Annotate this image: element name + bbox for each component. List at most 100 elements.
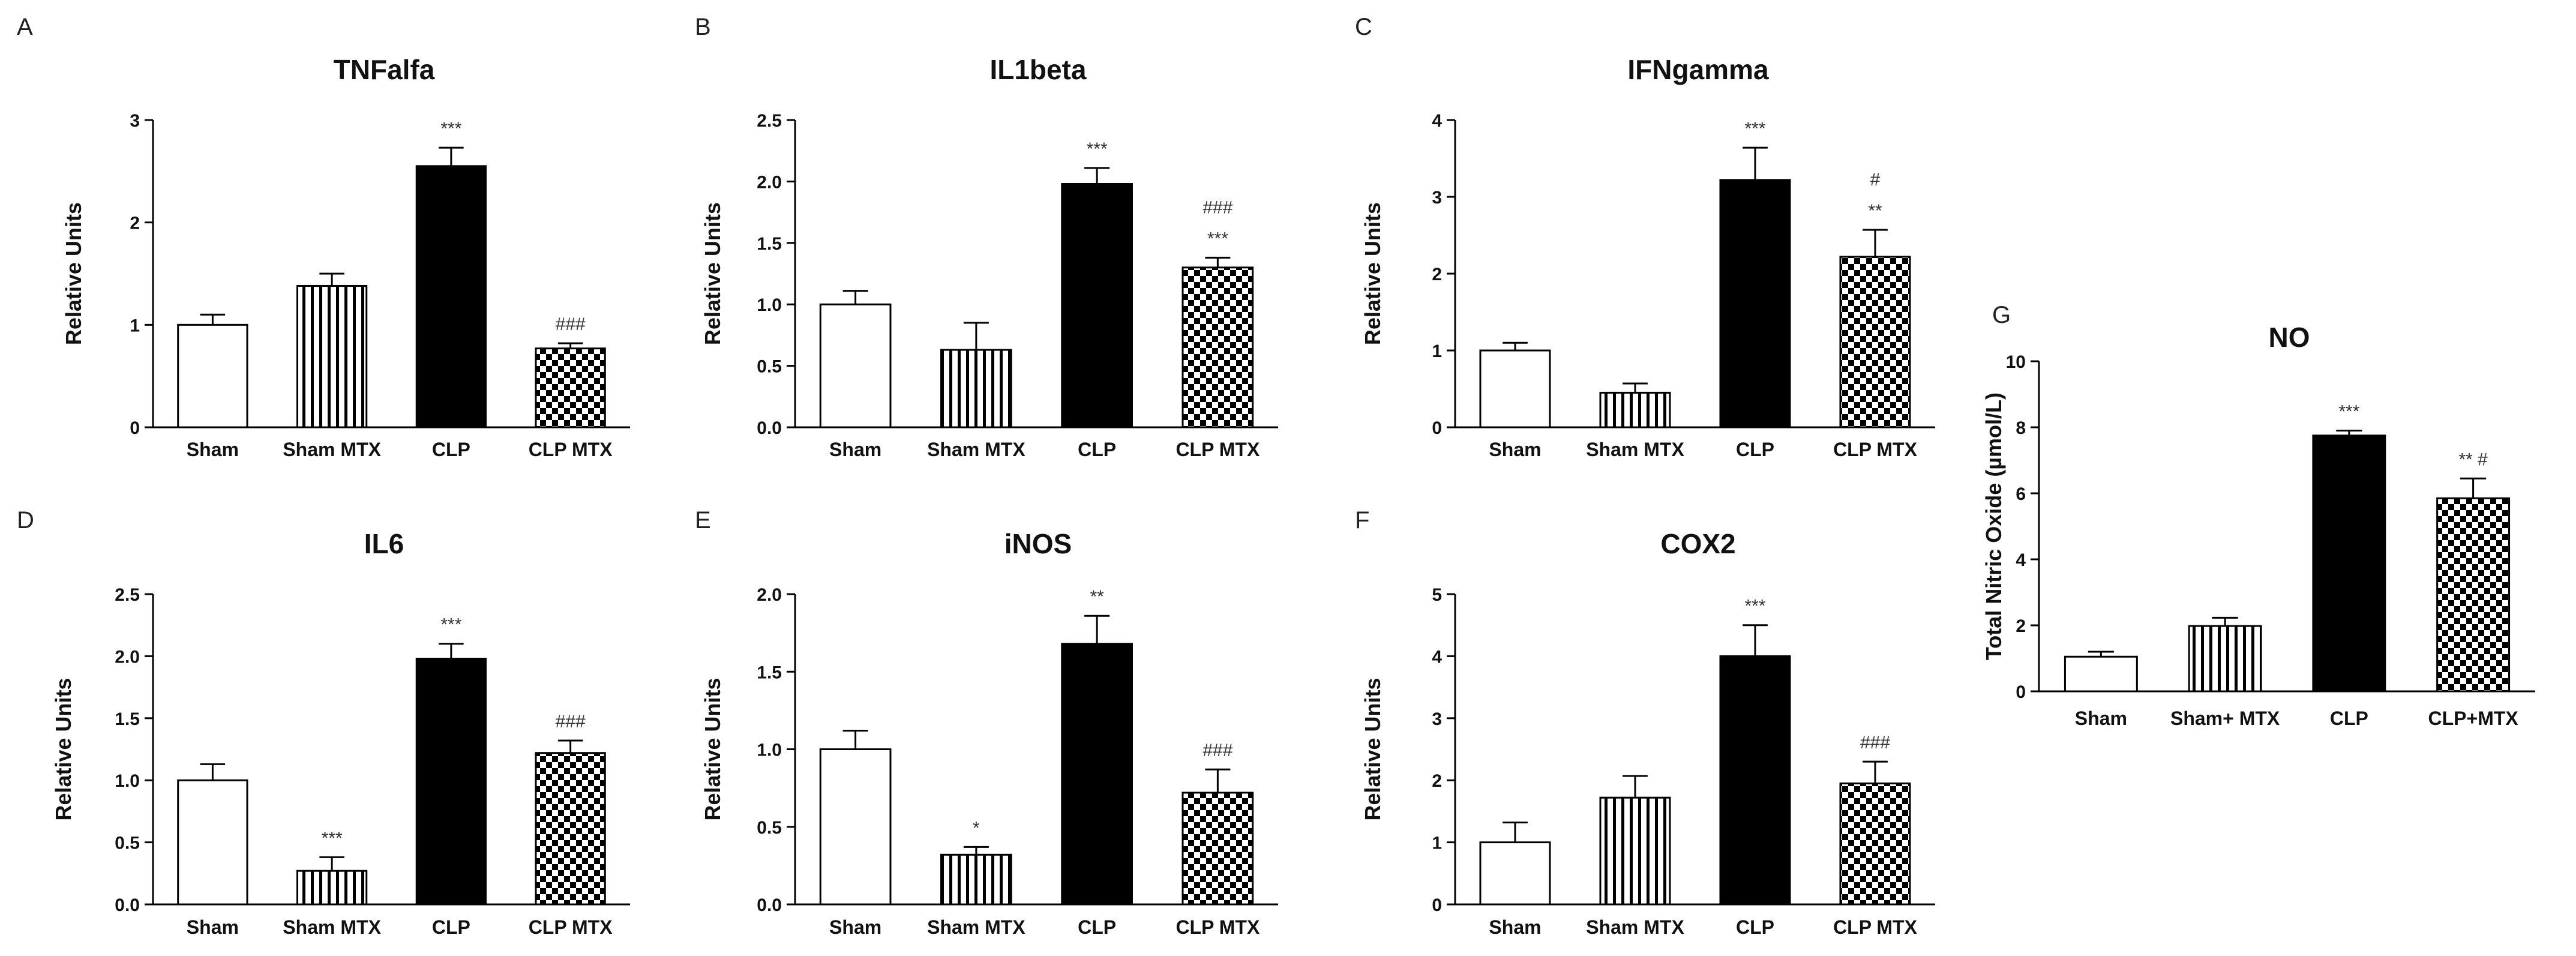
- category-label: Sham: [187, 916, 239, 938]
- y-axis-label: Relative Units: [700, 202, 725, 345]
- bar-sham-mtx: [1599, 796, 1671, 906]
- y-tick-label: 1: [1432, 341, 1442, 361]
- category-label: CLP MTX: [1175, 916, 1260, 938]
- category-label: CLP+MTX: [2428, 708, 2519, 729]
- significance-label: ###: [556, 314, 586, 334]
- significance-label: #: [1870, 170, 1881, 190]
- category-label: CLP: [1078, 916, 1116, 938]
- bar-clp-mtx: [1839, 256, 1911, 428]
- chart-title: IL6: [364, 528, 404, 559]
- category-label: CLP: [432, 439, 470, 460]
- bar-sham: [177, 323, 248, 428]
- bar-clp: [2312, 434, 2386, 693]
- bar-clp: [1719, 179, 1791, 428]
- y-tick-label: 0.5: [757, 357, 782, 377]
- y-tick-label: 1: [1432, 834, 1442, 853]
- significance-label: **: [1868, 201, 1882, 221]
- significance-label: ***: [440, 119, 461, 139]
- y-tick-label: 0.0: [757, 418, 782, 438]
- y-tick-label: 4: [1432, 647, 1442, 667]
- y-tick-label: 2: [1432, 265, 1442, 284]
- panel-letter: B: [695, 14, 711, 40]
- bar-clp-mtx: [1181, 266, 1254, 428]
- y-axis-label: Total Nitric Oxide (µmol/L): [1981, 392, 2006, 660]
- panel-letter: D: [17, 507, 34, 534]
- chart-title: NO: [2269, 322, 2310, 353]
- y-tick-label: 0: [2016, 682, 2026, 702]
- category-label: Sham: [2075, 708, 2127, 729]
- significance-label: ***: [1744, 597, 1765, 616]
- y-tick-label: 2: [2016, 616, 2026, 636]
- category-label: CLP MTX: [529, 916, 613, 938]
- panel-d: D IL6 Relative Units 0.0 0.5 1.0 1.5 2.0 2.5 Sham…: [17, 507, 630, 938]
- y-tick-label: 5: [1432, 585, 1442, 605]
- chart-title: TNFalfa: [334, 54, 435, 85]
- y-tick-label: 0.0: [757, 895, 782, 915]
- significance-label: ###: [1202, 741, 1232, 760]
- significance-label: ***: [440, 615, 461, 635]
- panel-letter: G: [1992, 302, 2011, 328]
- y-tick-label: 0: [1432, 895, 1442, 915]
- y-tick-label: 0: [1432, 418, 1442, 438]
- panel-letter: A: [17, 14, 33, 40]
- y-tick-label: 6: [2016, 484, 2026, 504]
- panel-f: F COX2 Relative Units 0 1 2 3 4 5 Sham Sham MTX CLP…: [1355, 507, 1935, 938]
- y-tick-label: 1.5: [757, 234, 782, 254]
- y-axis-label: Relative Units: [51, 678, 76, 820]
- category-label: CLP: [1736, 439, 1774, 460]
- panel-b: B IL1beta Relative Units 0.0 0.5 1.0 1.5 2.0 2.5…: [695, 14, 1278, 460]
- panel-a: A TNFalfa Relative Units 0 1 2 3 Sham Sham MTX CL…: [17, 14, 630, 460]
- bar-clp: [415, 165, 487, 428]
- y-tick-label: 1.5: [115, 709, 140, 729]
- category-label: CLP: [2330, 708, 2368, 729]
- category-label: CLP: [1078, 439, 1116, 460]
- bar-clp-mtx: [535, 347, 606, 428]
- significance-label: ###: [1202, 197, 1232, 217]
- bar-sham: [1479, 841, 1551, 906]
- y-tick-label: 4: [2016, 550, 2026, 570]
- category-label: Sham MTX: [1586, 916, 1684, 938]
- category-label: CLP MTX: [1833, 439, 1918, 460]
- panel-c: C IFNgamma Relative Units 0 1 2 3 4 Sham Sham MTX…: [1355, 14, 1935, 460]
- y-tick-label: 1.0: [115, 771, 140, 791]
- bar-sham: [177, 779, 248, 906]
- y-tick-label: 0.5: [757, 818, 782, 838]
- y-axis-label: Relative Units: [1360, 202, 1385, 345]
- y-tick-label: 2.0: [757, 585, 782, 605]
- bar-clp-mtx: [2436, 497, 2511, 693]
- bar-sham-mtx: [1599, 391, 1671, 428]
- y-tick-label: 10: [2006, 352, 2026, 372]
- y-tick-label: 3: [1432, 188, 1442, 208]
- y-tick-label: 2.0: [115, 647, 140, 667]
- significance-label: ***: [1207, 229, 1228, 248]
- significance-label: ###: [1860, 733, 1890, 753]
- bar-sham-mtx: [940, 349, 1012, 428]
- bar-clp-mtx: [535, 752, 606, 906]
- bar-sham-mtx: [940, 853, 1012, 906]
- bar-sham: [819, 303, 892, 428]
- panel-letter: C: [1355, 14, 1372, 40]
- bar-clp: [1061, 643, 1133, 906]
- chart-title: COX2: [1660, 528, 1735, 559]
- category-label: CLP: [432, 916, 470, 938]
- bar-clp-mtx: [1181, 792, 1254, 906]
- category-label: Sham MTX: [927, 916, 1025, 938]
- category-label: Sham MTX: [927, 439, 1025, 460]
- category-label: Sham: [1489, 439, 1541, 460]
- y-tick-label: 1: [130, 316, 140, 335]
- bar-sham-mtx: [2188, 625, 2262, 693]
- category-label: Sham: [187, 439, 239, 460]
- significance-label: ***: [1087, 139, 1108, 159]
- y-tick-label: 2: [130, 214, 140, 233]
- category-label: CLP: [1736, 916, 1774, 938]
- category-label: Sham MTX: [1586, 439, 1684, 460]
- bar-sham-mtx: [296, 284, 368, 428]
- y-tick-label: 0: [130, 418, 140, 438]
- bar-sham: [2064, 655, 2138, 693]
- bar-sham: [819, 748, 892, 906]
- y-tick-label: 1.0: [757, 741, 782, 760]
- y-axis-label: Relative Units: [700, 678, 725, 820]
- significance-label: ***: [322, 828, 343, 848]
